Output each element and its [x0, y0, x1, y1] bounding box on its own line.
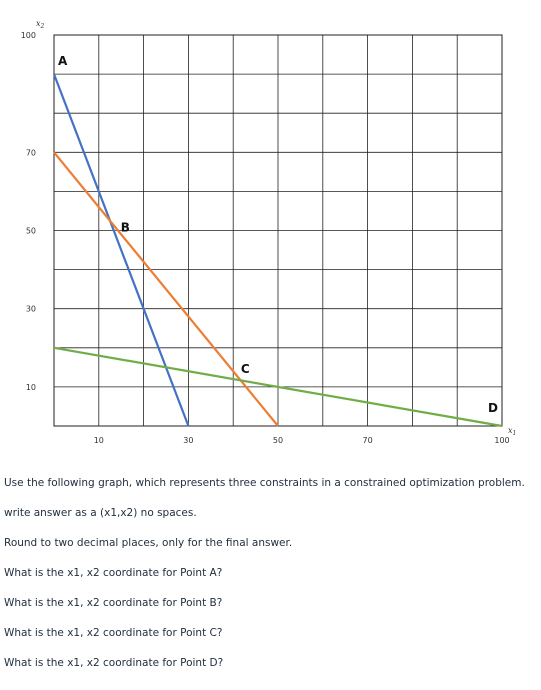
chart-series: [52, 73, 503, 428]
x-tick-label: 100: [494, 436, 509, 445]
constraint-chart: 10 30 50 70 100 100 70 50 30 10 A B C D x2 x1: [21, 19, 517, 445]
y-tick-label: 100: [21, 31, 36, 40]
y-tick-label: 70: [26, 148, 36, 157]
chart-ticks: 10 30 50 70 100 100 70 50 30 10: [21, 31, 510, 445]
rounding-instruction: Round to two decimal places, only for th…: [4, 537, 293, 549]
constraint-line-2: [53, 151, 279, 427]
x-tick-label: 50: [273, 436, 283, 445]
point-label-a: A: [58, 54, 68, 68]
x-tick-label: 30: [183, 436, 193, 445]
constraint-line-1: [52, 73, 190, 427]
question-block: Use the following graph, which represent…: [4, 476, 538, 686]
chart-point-labels: A B C D: [58, 54, 498, 415]
question-point-a: What is the x1, x2 coordinate for Point …: [4, 567, 223, 579]
question-point-b: What is the x1, x2 coordinate for Point …: [4, 597, 223, 609]
question-point-d: What is the x1, x2 coordinate for Point …: [4, 657, 224, 669]
y-axis-title: x2: [36, 19, 45, 30]
x-tick-label: 70: [363, 436, 373, 445]
y-tick-label: 50: [26, 227, 36, 236]
constraint-line-3: [53, 346, 503, 428]
point-label-d: D: [488, 401, 498, 415]
x-tick-label: 10: [94, 436, 104, 445]
point-label-b: B: [121, 220, 130, 234]
question-point-c: What is the x1, x2 coordinate for Point …: [4, 627, 223, 639]
y-tick-label: 30: [26, 305, 36, 314]
x-axis-title: x1: [508, 426, 516, 437]
y-tick-label: 10: [26, 383, 36, 392]
format-instruction: write answer as a (x1,x2) no spaces.: [4, 507, 197, 519]
intro-text: Use the following graph, which represent…: [4, 477, 525, 489]
point-label-c: C: [241, 362, 250, 376]
